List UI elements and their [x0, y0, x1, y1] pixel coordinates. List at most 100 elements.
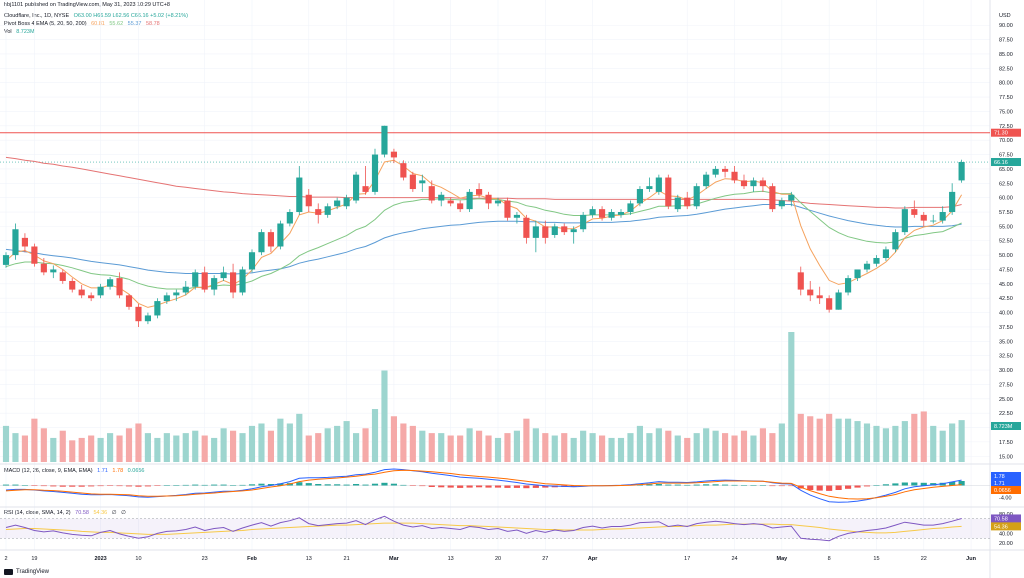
candle-body [277, 223, 284, 247]
macd-indicator-label: MACD (12, 26, close, 9, EMA, EMA) [4, 468, 93, 474]
macd-histogram-bar [135, 485, 142, 487]
candle-body [882, 249, 889, 258]
candle-body [589, 209, 596, 215]
macd-histogram-bar [362, 484, 369, 486]
candle-body [835, 292, 842, 310]
volume-bar [69, 440, 76, 462]
macd-histogram-bar [353, 484, 360, 486]
volume-bar [258, 423, 265, 462]
candle-body [580, 214, 587, 230]
volume-bar [882, 428, 889, 462]
macd-line-tag-bg [991, 479, 1021, 487]
macd-histogram-bar [722, 484, 729, 486]
macd-histogram-bar [12, 484, 19, 486]
volume-bar [580, 430, 587, 462]
macd-histogram-bar [59, 485, 66, 487]
tradingview-logo[interactable]: TradingView [4, 569, 49, 575]
candle-body [599, 209, 606, 218]
candle-body [305, 194, 312, 207]
symbol-name[interactable]: Cloudflare, Inc., 1D, NYSE [4, 13, 70, 19]
volume-tag: 8.723M [991, 422, 1021, 430]
macd-histogram-bar [182, 484, 189, 486]
macd-signal-line [5, 469, 962, 500]
volume-bar [107, 433, 114, 462]
candle-body [324, 206, 331, 215]
macd-value: 1.71 [97, 468, 108, 474]
price-axis-label: 52.50 [999, 239, 1013, 245]
volume-bar [211, 437, 218, 462]
volume-bar [296, 413, 303, 462]
volume-legend[interactable]: Vol 8.723M [4, 29, 38, 35]
macd-histogram-bar [173, 485, 180, 486]
price-axis-label: 25.00 [999, 397, 1013, 403]
price-axis-label: 77.50 [999, 95, 1013, 101]
time-axis-label: 27 [542, 556, 548, 562]
price-axis-label: 72.50 [999, 124, 1013, 130]
candle-body [466, 191, 473, 210]
macd-histogram-bar [390, 483, 397, 486]
macd-axis-label: -4.00 [999, 496, 1012, 502]
volume-bar [12, 433, 19, 462]
macd-histogram-bar [419, 485, 426, 487]
candle-body [551, 226, 558, 235]
volume-bar [636, 425, 643, 462]
candle-body [362, 186, 369, 192]
volume-tag-text: 8.723M [994, 424, 1013, 430]
candle-body [542, 226, 549, 238]
candle-body [12, 229, 19, 256]
currency-label: USD [999, 13, 1011, 19]
volume-bar [807, 416, 814, 462]
macd-histogram-bar [920, 482, 927, 486]
macd-histogram-bar [485, 485, 492, 488]
volume-bar [845, 418, 852, 462]
macd-histogram-bar [684, 484, 691, 486]
macd-histogram-bar [400, 484, 407, 486]
macd-histogram-bar [532, 485, 539, 488]
volume-bar [447, 435, 454, 462]
price-axis-label: 47.50 [999, 267, 1013, 273]
macd-histogram-bar [409, 485, 416, 486]
macd-histogram-bar [211, 484, 218, 486]
macd-histogram-bar [277, 483, 284, 486]
volume-bar [239, 433, 246, 462]
macd-histogram-bar [665, 484, 672, 486]
volume-bar [674, 435, 681, 462]
volume-bar [286, 423, 293, 462]
volume-bar [78, 437, 85, 462]
volume-bar [788, 332, 795, 462]
candle-body [125, 295, 133, 307]
macd-histogram-bar [712, 484, 719, 486]
macd-hist-tag: 0.0656 [991, 486, 1021, 494]
ema-legend[interactable]: Pivot Boss 4 EMA (5, 20, 50, 200) 60.81 … [4, 21, 163, 27]
rsi-line [5, 515, 962, 542]
time-axis-label: 10 [135, 556, 141, 562]
macd-histogram-bar [703, 484, 710, 486]
macd-legend[interactable]: MACD (12, 26, close, 9, EMA, EMA) 1.71 1… [4, 468, 148, 474]
volume-bar [343, 421, 350, 462]
volume-bar [163, 433, 170, 462]
macd-histogram-bar [693, 484, 700, 486]
volume-bar [21, 435, 28, 462]
volume-bar [703, 428, 710, 462]
tradingview-logo-icon [4, 569, 13, 575]
candle-body [722, 168, 729, 172]
candle-body [211, 278, 218, 290]
price-axis-label: 45.00 [999, 282, 1013, 288]
candle-body [703, 174, 710, 187]
time-axis-label: 13 [448, 556, 454, 562]
rsi-value: 70.58 [75, 510, 89, 516]
volume-bar [797, 413, 804, 462]
price-axis-label: 42.50 [999, 296, 1013, 302]
macd-histogram-bar [778, 485, 785, 487]
candle-body [2, 255, 10, 265]
macd-histogram-bar [144, 485, 151, 487]
macd-histogram-bar [296, 482, 303, 486]
macd-histogram-bar [816, 485, 823, 491]
volume-bar [759, 428, 766, 462]
ema20-line [5, 190, 962, 290]
candle-body [684, 197, 691, 207]
volume-bar [97, 437, 104, 462]
volume-bar [230, 430, 237, 462]
macd-histogram-bar [258, 483, 265, 486]
